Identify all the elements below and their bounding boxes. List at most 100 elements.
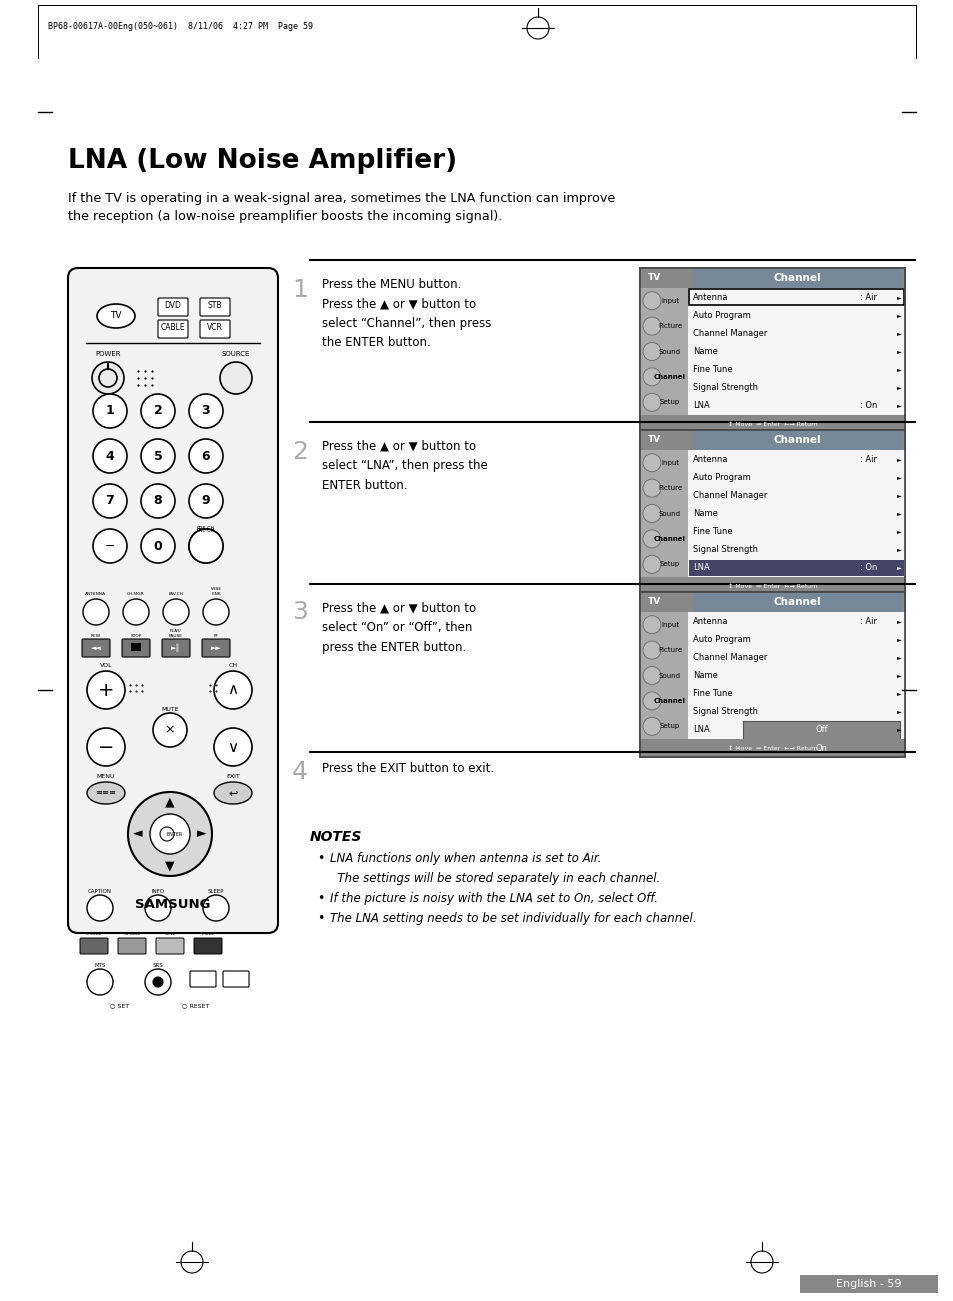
Text: ►║: ►║ — [171, 644, 181, 652]
Circle shape — [87, 895, 112, 921]
Text: Signal Strength: Signal Strength — [692, 708, 758, 717]
Bar — [639, 431, 904, 450]
Text: ►: ► — [896, 566, 901, 570]
Text: ANTENNA: ANTENNA — [86, 592, 107, 596]
Circle shape — [141, 438, 174, 474]
Text: POWER: POWER — [95, 351, 121, 356]
FancyBboxPatch shape — [68, 268, 277, 933]
Text: Setup: Setup — [659, 561, 679, 567]
Text: EXIT: EXIT — [226, 774, 240, 779]
Circle shape — [87, 729, 125, 766]
Circle shape — [152, 713, 187, 747]
Text: LNA: LNA — [692, 402, 709, 410]
Circle shape — [642, 615, 660, 634]
FancyBboxPatch shape — [692, 431, 901, 450]
Text: BP68-00617A-00Eng(050~061)  8/11/06  4:27 PM  Page 59: BP68-00617A-00Eng(050~061) 8/11/06 4:27 … — [48, 22, 313, 31]
Bar — [800, 1275, 937, 1293]
Text: REW: REW — [91, 634, 101, 637]
Circle shape — [83, 598, 109, 624]
Text: LNA: LNA — [692, 563, 709, 572]
FancyBboxPatch shape — [692, 268, 901, 288]
Text: Input: Input — [660, 459, 679, 466]
Text: ◄◄: ◄◄ — [91, 645, 101, 650]
Circle shape — [141, 484, 174, 518]
Circle shape — [642, 291, 660, 310]
Circle shape — [189, 530, 223, 563]
Text: MTS: MTS — [94, 963, 106, 968]
Text: Sound: Sound — [659, 510, 680, 516]
Text: •: • — [316, 912, 324, 925]
Text: CH: CH — [228, 664, 237, 667]
Text: TV: TV — [647, 436, 660, 445]
Text: If the picture is noisy with the LNA set to On, select Off.: If the picture is noisy with the LNA set… — [330, 892, 658, 905]
Bar — [639, 268, 904, 433]
Text: The LNA setting needs to be set individually for each channel.: The LNA setting needs to be set individu… — [330, 912, 696, 925]
Text: The settings will be stored separately in each channel.: The settings will be stored separately i… — [330, 872, 659, 885]
Text: ►: ► — [896, 654, 901, 660]
Text: CABLE: CABLE — [160, 324, 185, 333]
Circle shape — [92, 484, 127, 518]
Text: Setup: Setup — [659, 399, 679, 406]
FancyBboxPatch shape — [200, 298, 230, 316]
Text: Name: Name — [692, 347, 717, 356]
Text: ENTER: ENTER — [167, 831, 183, 837]
Circle shape — [150, 814, 190, 853]
Text: : Air: : Air — [859, 454, 876, 463]
Bar — [687, 450, 904, 578]
Text: Channel: Channel — [654, 536, 685, 543]
Bar — [639, 288, 687, 415]
Circle shape — [92, 438, 127, 474]
Text: ↕ Move  ⇒ Enter  ←→ Return: ↕ Move ⇒ Enter ←→ Return — [727, 584, 817, 588]
Bar — [639, 268, 904, 433]
Text: Name: Name — [692, 509, 717, 518]
Ellipse shape — [213, 782, 252, 804]
Bar — [688, 559, 903, 576]
Circle shape — [189, 438, 223, 474]
Text: ►: ► — [896, 294, 901, 299]
Circle shape — [642, 454, 660, 472]
Text: ►: ► — [896, 709, 901, 714]
Text: ►: ► — [896, 636, 901, 641]
Text: ►: ► — [896, 385, 901, 390]
Text: MENU: MENU — [96, 774, 115, 779]
Text: Antenna: Antenna — [692, 617, 728, 626]
Text: NOTES: NOTES — [310, 830, 362, 844]
Text: Picture: Picture — [658, 485, 681, 490]
FancyBboxPatch shape — [80, 938, 108, 954]
FancyBboxPatch shape — [202, 639, 230, 657]
Text: LNA functions only when antenna is set to Air.: LNA functions only when antenna is set t… — [330, 852, 600, 865]
Text: Press the EXIT button to exit.: Press the EXIT button to exit. — [322, 762, 494, 775]
Text: FAV.CH: FAV.CH — [169, 592, 183, 596]
Bar — [639, 739, 904, 757]
Circle shape — [87, 671, 125, 709]
Text: ►: ► — [896, 403, 901, 409]
Circle shape — [123, 598, 149, 624]
Text: Auto Program: Auto Program — [692, 635, 750, 644]
Text: WISE
LINK: WISE LINK — [211, 587, 221, 596]
Text: ►: ► — [896, 618, 901, 623]
Circle shape — [213, 729, 252, 766]
Circle shape — [203, 598, 229, 624]
Text: 9: 9 — [201, 494, 210, 507]
FancyBboxPatch shape — [82, 639, 110, 657]
Text: TV: TV — [111, 311, 122, 320]
Text: Channel: Channel — [654, 697, 685, 704]
Text: ►: ► — [896, 530, 901, 535]
Text: P.MODE: P.MODE — [86, 932, 102, 935]
Circle shape — [642, 666, 660, 684]
Text: 3: 3 — [201, 405, 210, 418]
Text: PLAY/
PAUSE: PLAY/ PAUSE — [169, 630, 183, 637]
Bar — [688, 289, 903, 306]
Text: Setup: Setup — [659, 723, 679, 730]
Text: ×: × — [165, 723, 175, 736]
Text: STILL: STILL — [164, 932, 175, 935]
Text: CAPTION: CAPTION — [88, 889, 112, 894]
Bar — [639, 415, 904, 433]
Circle shape — [128, 792, 212, 876]
Text: Fine Tune: Fine Tune — [692, 366, 732, 375]
Bar — [639, 431, 904, 595]
Text: ○ RESET: ○ RESET — [182, 1003, 210, 1008]
Text: ○ SET: ○ SET — [111, 1003, 130, 1008]
Text: VOL: VOL — [99, 664, 112, 667]
Text: ►: ► — [896, 727, 901, 732]
